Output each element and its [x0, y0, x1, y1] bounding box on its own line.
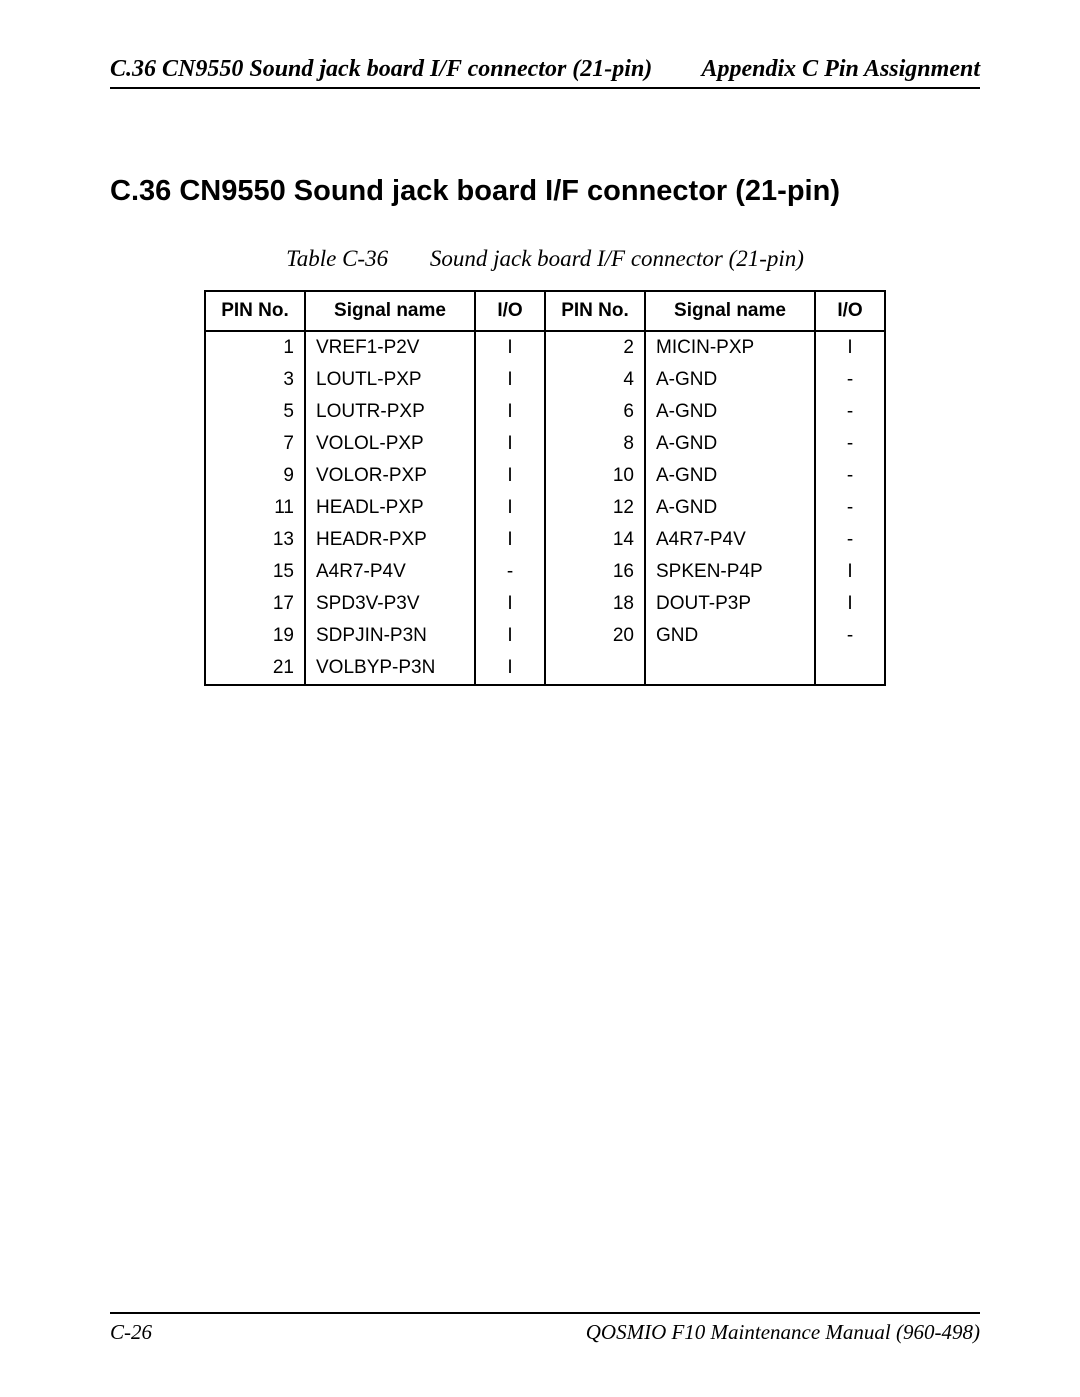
- table-cell: -: [815, 364, 885, 396]
- table-cell: -: [815, 428, 885, 460]
- table-cell: -: [815, 492, 885, 524]
- table-cell: A-GND: [645, 396, 815, 428]
- table-cell: DOUT-P3P: [645, 588, 815, 620]
- col-header: PIN No.: [205, 291, 305, 331]
- table-cell: I: [815, 556, 885, 588]
- table-cell: VREF1-P2V: [305, 331, 475, 364]
- table-cell: A-GND: [645, 428, 815, 460]
- table-cell: I: [475, 652, 545, 685]
- table-cell: SPD3V-P3V: [305, 588, 475, 620]
- table-cell: I: [815, 588, 885, 620]
- table-header: PIN No. Signal name I/O PIN No. Signal n…: [205, 291, 885, 331]
- table-row: 7VOLOL-PXPI8A-GND-: [205, 428, 885, 460]
- table-cell: 16: [545, 556, 645, 588]
- running-header: C.36 CN9550 Sound jack board I/F connect…: [110, 56, 980, 89]
- table-row: 13HEADR-PXPI14A4R7-P4V-: [205, 524, 885, 556]
- table-cell: -: [815, 524, 885, 556]
- table-cell: LOUTR-PXP: [305, 396, 475, 428]
- table-cell: 5: [205, 396, 305, 428]
- section-title: C.36 CN9550 Sound jack board I/F connect…: [110, 175, 980, 208]
- footer-manual-name: QOSMIO F10 Maintenance Manual (960-498): [586, 1320, 980, 1345]
- table-cell: 1: [205, 331, 305, 364]
- table-cell: I: [475, 428, 545, 460]
- col-header: I/O: [815, 291, 885, 331]
- table-cell: 15: [205, 556, 305, 588]
- table-cell: 10: [545, 460, 645, 492]
- table-cell: 6: [545, 396, 645, 428]
- col-header: Signal name: [305, 291, 475, 331]
- table-cell: 13: [205, 524, 305, 556]
- table-cell: 14: [545, 524, 645, 556]
- table-row: 9VOLOR-PXPI10A-GND-: [205, 460, 885, 492]
- table-cell: I: [475, 588, 545, 620]
- table-cell: -: [815, 620, 885, 652]
- table-cell: A-GND: [645, 460, 815, 492]
- footer-page-number: C-26: [110, 1320, 152, 1345]
- table-cell: GND: [645, 620, 815, 652]
- table-cell: I: [475, 620, 545, 652]
- table-cell: VOLBYP-P3N: [305, 652, 475, 685]
- table-caption-text: Sound jack board I/F connector (21-pin): [430, 246, 804, 271]
- table-row: 3LOUTL-PXPI4A-GND-: [205, 364, 885, 396]
- table-cell: A-GND: [645, 492, 815, 524]
- table-cell: 21: [205, 652, 305, 685]
- pin-table: PIN No. Signal name I/O PIN No. Signal n…: [204, 290, 886, 686]
- table-cell: 20: [545, 620, 645, 652]
- table-row: 17SPD3V-P3VI18DOUT-P3PI: [205, 588, 885, 620]
- col-header: I/O: [475, 291, 545, 331]
- table-cell: 7: [205, 428, 305, 460]
- table-cell: A4R7-P4V: [645, 524, 815, 556]
- table-cell: -: [475, 556, 545, 588]
- table-cell: [815, 652, 885, 685]
- table-cell: [545, 652, 645, 685]
- table-cell: 11: [205, 492, 305, 524]
- table-header-row: PIN No. Signal name I/O PIN No. Signal n…: [205, 291, 885, 331]
- header-right: Appendix C Pin Assignment: [701, 56, 980, 83]
- table-cell: 2: [545, 331, 645, 364]
- table-cell: 3: [205, 364, 305, 396]
- table-cell: 9: [205, 460, 305, 492]
- table-cell: I: [815, 331, 885, 364]
- table-cell: MICIN-PXP: [645, 331, 815, 364]
- table-cell: SDPJIN-P3N: [305, 620, 475, 652]
- table-cell: 17: [205, 588, 305, 620]
- running-footer: C-26 QOSMIO F10 Maintenance Manual (960-…: [110, 1312, 980, 1345]
- header-left: C.36 CN9550 Sound jack board I/F connect…: [110, 56, 652, 83]
- table-cell: I: [475, 460, 545, 492]
- table-cell: 12: [545, 492, 645, 524]
- table-cell: I: [475, 364, 545, 396]
- table-cell: -: [815, 396, 885, 428]
- table-cell: A4R7-P4V: [305, 556, 475, 588]
- table-cell: 4: [545, 364, 645, 396]
- table-cell: I: [475, 524, 545, 556]
- table-row: 5LOUTR-PXPI6A-GND-: [205, 396, 885, 428]
- table-cell: I: [475, 396, 545, 428]
- table-cell: -: [815, 460, 885, 492]
- table-row: 15A4R7-P4V-16SPKEN-P4PI: [205, 556, 885, 588]
- table-cell: [645, 652, 815, 685]
- table-cell: 19: [205, 620, 305, 652]
- table-cell: LOUTL-PXP: [305, 364, 475, 396]
- table-row: 11HEADL-PXPI12A-GND-: [205, 492, 885, 524]
- table-row: 21VOLBYP-P3NI: [205, 652, 885, 685]
- col-header: Signal name: [645, 291, 815, 331]
- table-cell: I: [475, 331, 545, 364]
- table-caption: Table C-36 Sound jack board I/F connecto…: [110, 246, 980, 272]
- table-cell: 8: [545, 428, 645, 460]
- table-cell: HEADL-PXP: [305, 492, 475, 524]
- table-row: 19SDPJIN-P3NI20GND-: [205, 620, 885, 652]
- page: C.36 CN9550 Sound jack board I/F connect…: [0, 0, 1080, 1397]
- table-body: 1VREF1-P2VI2MICIN-PXPI3LOUTL-PXPI4A-GND-…: [205, 331, 885, 685]
- table-cell: HEADR-PXP: [305, 524, 475, 556]
- table-caption-number: Table C-36: [286, 246, 388, 271]
- table-cell: SPKEN-P4P: [645, 556, 815, 588]
- col-header: PIN No.: [545, 291, 645, 331]
- table-cell: 18: [545, 588, 645, 620]
- table-cell: I: [475, 492, 545, 524]
- table-cell: A-GND: [645, 364, 815, 396]
- table-cell: VOLOR-PXP: [305, 460, 475, 492]
- table-cell: VOLOL-PXP: [305, 428, 475, 460]
- table-row: 1VREF1-P2VI2MICIN-PXPI: [205, 331, 885, 364]
